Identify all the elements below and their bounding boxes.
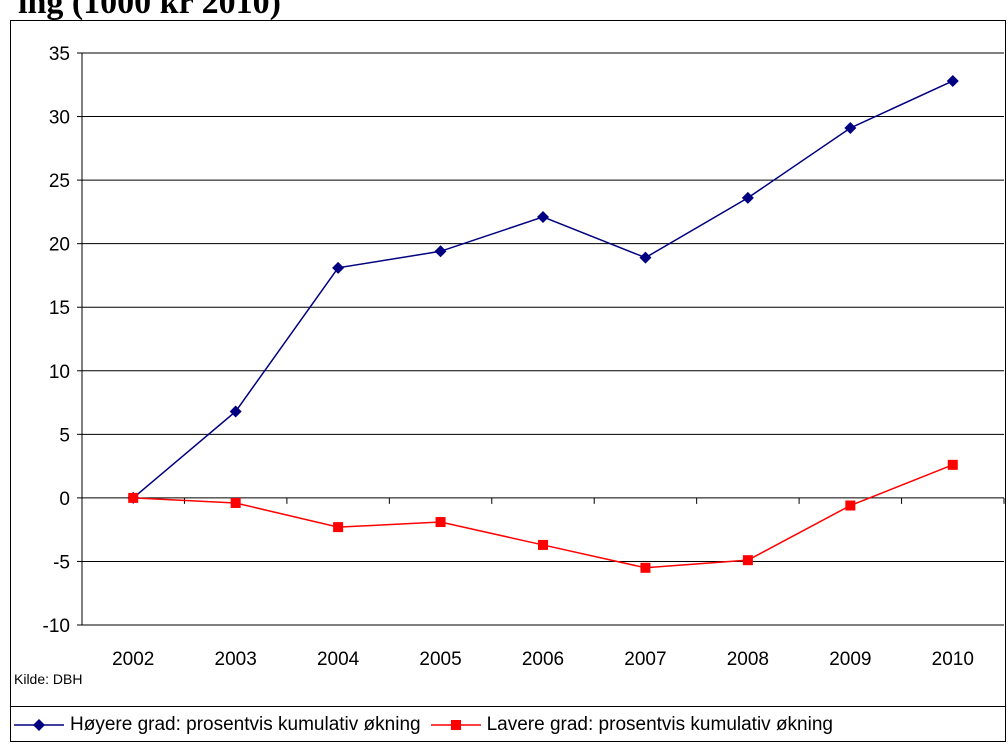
y-tick-label: 0 <box>59 489 70 510</box>
diamond-marker-icon <box>14 718 64 731</box>
chart-heading: ing (1000 kr 2010) <box>18 0 281 21</box>
y-tick-label: 10 <box>49 362 70 383</box>
data-point-series-1 <box>229 405 242 418</box>
data-point-series-2 <box>333 522 344 533</box>
axes: -10 -5 0 5 10 15 20 25 30 35 2002 2003 2004 2005 2006 2… <box>43 44 1005 670</box>
y-tick-label: 30 <box>49 108 70 129</box>
x-tick-label: 2009 <box>829 649 871 670</box>
legend-label-series-1: Høyere grad: prosentvis kumulativ økning <box>70 713 421 735</box>
y-tick-label: 15 <box>49 298 70 319</box>
data-point-series-2 <box>845 500 856 511</box>
x-tick-label: 2007 <box>624 649 666 670</box>
gridlines <box>82 52 1004 626</box>
data-point-series-1 <box>537 210 549 223</box>
data-point-series-1 <box>434 245 447 258</box>
y-tick-label: -5 <box>53 552 70 573</box>
series-line-2 <box>133 464 954 569</box>
x-tick-label: 2002 <box>112 649 154 670</box>
x-tick-label: 2004 <box>317 649 360 670</box>
data-point-series-1 <box>741 191 754 204</box>
square-marker-icon <box>430 719 481 730</box>
data-point-series-1 <box>332 261 345 274</box>
data-point-series-1 <box>639 251 652 264</box>
legend-label-series-2: Lavere grad: prosentvis kumulativ økning <box>486 713 833 735</box>
y-tick-label: 5 <box>59 425 70 446</box>
x-tick-label: 2005 <box>419 649 461 670</box>
data-point-series-2 <box>538 539 548 550</box>
data-point-series-1 <box>946 74 959 87</box>
y-tick-label: -10 <box>43 616 70 637</box>
series-line-1 <box>132 80 954 499</box>
x-tick-label: 2010 <box>932 649 974 670</box>
legend-item-series-2: Lavere grad: prosentvis kumulativ økning <box>427 714 839 736</box>
x-tick-label: 2008 <box>727 649 769 670</box>
y-tick-label: 20 <box>49 235 70 256</box>
data-point-series-2 <box>640 562 651 573</box>
y-tick-label: 35 <box>49 44 70 65</box>
legend: Høyere grad: prosentvis kumulativ økning… <box>10 706 1006 742</box>
data-point-series-2 <box>742 555 753 566</box>
data-point-series-2 <box>435 517 446 528</box>
x-tick-label: 2003 <box>215 649 257 670</box>
data-point-series-1 <box>844 121 857 134</box>
legend-item-series-1: Høyere grad: prosentvis kumulativ økning <box>10 714 427 736</box>
series-layer <box>127 74 959 573</box>
data-point-series-2 <box>947 459 958 470</box>
data-point-series-2 <box>128 492 139 503</box>
source-note: Kilde: DBH <box>14 671 83 687</box>
y-tick-label: 25 <box>49 171 70 192</box>
data-point-series-2 <box>230 497 241 508</box>
x-tick-label: 2006 <box>522 649 564 670</box>
chart-frame <box>10 20 1006 742</box>
